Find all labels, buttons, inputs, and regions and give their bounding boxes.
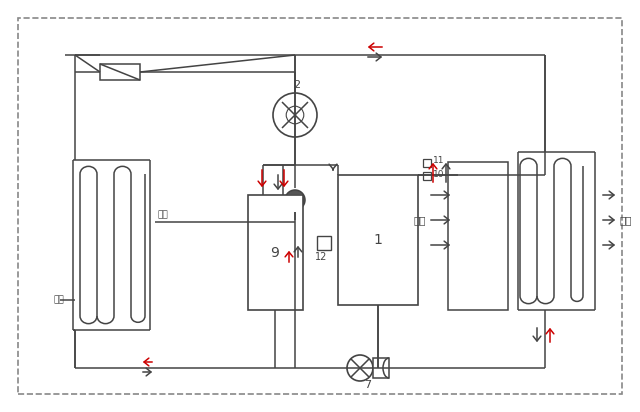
Bar <box>317 236 331 250</box>
Text: 2: 2 <box>293 80 301 90</box>
Circle shape <box>347 355 373 381</box>
Text: 出水: 出水 <box>53 295 64 304</box>
Circle shape <box>285 190 305 210</box>
Text: 1: 1 <box>374 233 383 247</box>
Bar <box>423 159 431 167</box>
Text: 出风: 出风 <box>620 215 632 225</box>
Text: 11: 11 <box>433 156 445 165</box>
Circle shape <box>273 93 317 137</box>
Text: 12: 12 <box>315 252 328 262</box>
Bar <box>448 162 508 310</box>
Polygon shape <box>288 195 302 206</box>
Bar <box>248 195 303 310</box>
Bar <box>338 175 418 305</box>
Text: 7: 7 <box>364 380 372 390</box>
Text: 进水: 进水 <box>158 210 169 219</box>
Text: 9: 9 <box>271 246 280 260</box>
Bar <box>373 358 389 378</box>
Bar <box>423 172 431 180</box>
Text: 进风: 进风 <box>413 215 426 225</box>
Bar <box>100 64 140 80</box>
Text: 10: 10 <box>433 170 445 179</box>
